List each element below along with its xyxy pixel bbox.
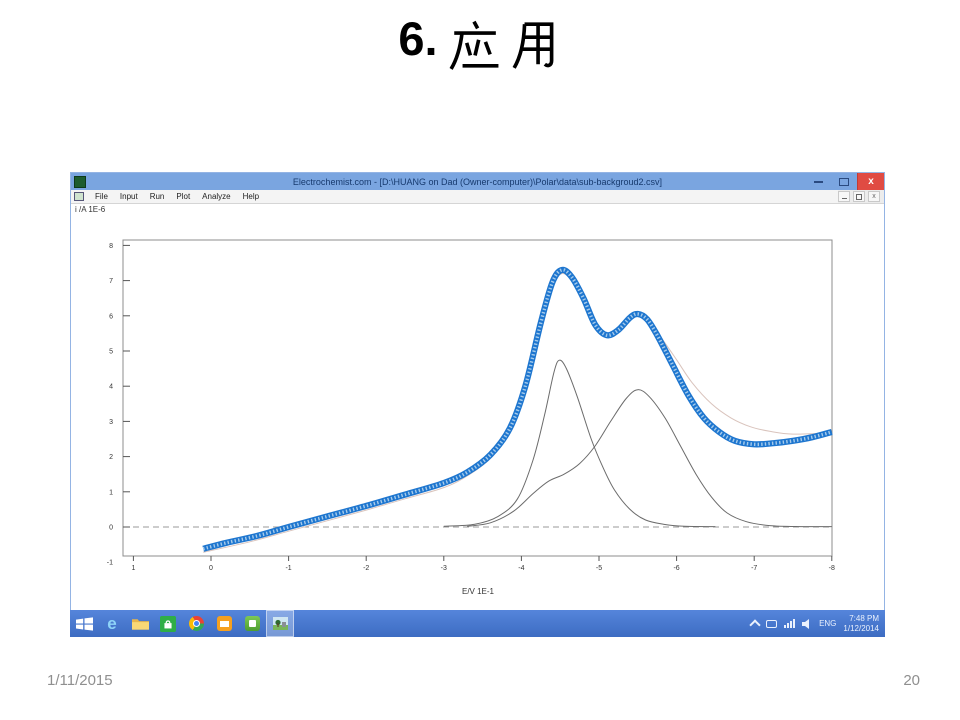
power-icon[interactable] bbox=[766, 619, 778, 628]
hidden-icons-caret-icon[interactable] bbox=[749, 619, 761, 631]
app-window: Electrochemist.com - [D:\HUANG on Dad (O… bbox=[70, 172, 885, 637]
start-button[interactable] bbox=[70, 610, 98, 637]
internet-explorer-button[interactable]: e bbox=[98, 610, 126, 637]
menu-item-plot[interactable]: Plot bbox=[176, 192, 191, 201]
restore-button[interactable] bbox=[831, 173, 857, 190]
windows-store-button[interactable] bbox=[154, 610, 182, 637]
titlebar[interactable]: Electrochemist.com - [D:\HUANG on Dad (O… bbox=[71, 173, 884, 190]
svg-text:-3: -3 bbox=[441, 565, 447, 572]
tray-time: 7:48 PM bbox=[849, 613, 879, 623]
mail-button[interactable] bbox=[210, 610, 238, 637]
svg-text:-7: -7 bbox=[751, 565, 757, 572]
x-axis-title: E/V 1E-1 bbox=[461, 587, 494, 596]
menu-item-run[interactable]: Run bbox=[149, 192, 165, 201]
system-tray: ENG 7:48 PM 1/12/2014 bbox=[749, 614, 885, 634]
chrome-button[interactable] bbox=[182, 610, 210, 637]
menubar: File Input Run Plot Analyze Help x bbox=[71, 190, 884, 204]
mdi-controls: x bbox=[838, 190, 884, 203]
document-icon bbox=[74, 192, 84, 201]
y-axis-unit-label: i /A 1E-6 bbox=[75, 205, 106, 214]
electrochemist-app-icon bbox=[272, 617, 288, 630]
mail-icon bbox=[216, 616, 232, 631]
svg-text:0: 0 bbox=[109, 525, 113, 532]
mdi-close-button[interactable]: x bbox=[868, 191, 880, 202]
page-number: 20 bbox=[903, 672, 920, 689]
svg-text:3: 3 bbox=[109, 419, 113, 426]
slide-title: 6. bbox=[0, 8, 960, 72]
chart-area: i /A 1E-6 8 7 6 5 4 3 2 1 0 -1 1 0 -1 -2 -3 -4 -5 -6 -7 -8 … bbox=[71, 204, 884, 636]
menu-item-input[interactable]: Input bbox=[119, 192, 138, 201]
svg-text:4: 4 bbox=[109, 384, 113, 391]
svg-text:-2: -2 bbox=[363, 565, 369, 572]
folder-icon bbox=[131, 618, 149, 630]
svg-text:5: 5 bbox=[109, 349, 113, 356]
svg-text:-1: -1 bbox=[285, 565, 291, 572]
menu-item-analyze[interactable]: Analyze bbox=[202, 192, 231, 201]
footer-date: 1/11/2015 bbox=[47, 672, 113, 689]
file-explorer-button[interactable] bbox=[126, 610, 154, 637]
svg-text:7: 7 bbox=[109, 278, 113, 285]
windows-logo-icon bbox=[75, 616, 93, 631]
svg-text:-8: -8 bbox=[829, 565, 835, 572]
voltammogram-chart: 8 7 6 5 4 3 2 1 0 -1 1 0 -1 -2 -3 -4 -5 -6 -7 -8 bbox=[107, 239, 835, 572]
network-icon[interactable] bbox=[784, 619, 796, 628]
minimize-icon bbox=[813, 180, 823, 183]
svg-text:8: 8 bbox=[109, 243, 113, 250]
chrome-icon bbox=[188, 616, 204, 631]
title-hanzi-ying bbox=[449, 20, 499, 70]
svg-text:1: 1 bbox=[109, 489, 113, 496]
store-icon bbox=[160, 615, 176, 632]
svg-text:-5: -5 bbox=[596, 565, 602, 572]
language-indicator[interactable]: ENG bbox=[819, 619, 837, 628]
menu-item-help[interactable]: Help bbox=[242, 192, 260, 201]
svg-text:-6: -6 bbox=[673, 565, 679, 572]
svg-text:1: 1 bbox=[131, 565, 135, 572]
svg-text:6: 6 bbox=[109, 313, 113, 320]
menu-item-file[interactable]: File bbox=[95, 192, 108, 201]
internet-explorer-icon: e bbox=[107, 614, 117, 633]
window-title: Electrochemist.com - [D:\HUANG on Dad (O… bbox=[292, 176, 663, 187]
title-hanzi-yong bbox=[512, 22, 554, 69]
mdi-minimize-button[interactable] bbox=[838, 191, 850, 202]
svg-text:0: 0 bbox=[209, 565, 213, 572]
electrochemist-app-button[interactable] bbox=[266, 610, 294, 637]
minimize-button[interactable] bbox=[805, 173, 831, 190]
svg-text:2: 2 bbox=[109, 454, 113, 461]
svg-text:-1: -1 bbox=[107, 560, 113, 567]
mdi-restore-button[interactable] bbox=[853, 191, 865, 202]
svg-text:-4: -4 bbox=[518, 565, 524, 572]
volume-icon[interactable] bbox=[802, 618, 812, 629]
slide-title-number: 6. bbox=[398, 12, 438, 65]
tray-date: 1/12/2014 bbox=[843, 623, 879, 633]
image-viewer-button[interactable] bbox=[238, 610, 266, 637]
taskbar: e bbox=[70, 610, 885, 637]
clock[interactable]: 7:48 PM 1/12/2014 bbox=[843, 614, 879, 634]
image-viewer-icon bbox=[244, 616, 260, 631]
close-button[interactable]: x bbox=[857, 173, 884, 190]
close-icon: x bbox=[868, 175, 874, 187]
app-icon bbox=[74, 175, 86, 188]
restore-icon bbox=[839, 177, 849, 186]
